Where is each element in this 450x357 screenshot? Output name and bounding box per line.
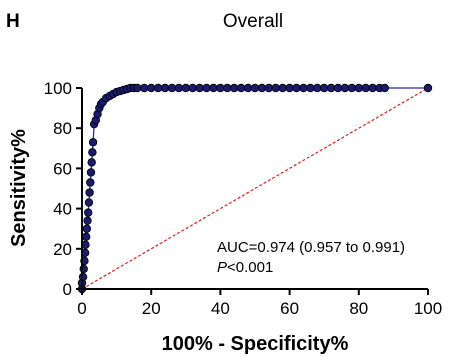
chart-title: Overall <box>223 11 283 32</box>
roc-point <box>89 138 97 146</box>
roc-point <box>258 84 266 92</box>
roc-point <box>237 84 245 92</box>
roc-point <box>189 84 197 92</box>
roc-point <box>88 159 96 167</box>
roc-point <box>196 84 204 92</box>
roc-point <box>300 84 308 92</box>
roc-point <box>217 84 225 92</box>
roc-point <box>272 84 280 92</box>
roc-point <box>293 84 301 92</box>
roc-point <box>89 149 97 157</box>
roc-point <box>140 84 148 92</box>
y-ticks: 0 20 40 60 80 100 <box>44 79 82 299</box>
roc-point <box>279 84 287 92</box>
y-tick-label: 100 <box>44 79 72 98</box>
roc-point <box>210 84 218 92</box>
x-tick-label: 60 <box>280 299 299 318</box>
roc-point <box>244 84 252 92</box>
auc-annotation: AUC=0.974 (0.957 to 0.991) <box>217 239 405 256</box>
y-tick-label: 0 <box>63 280 72 299</box>
x-tick-label: 0 <box>77 299 86 318</box>
p-value-symbol: P <box>217 259 227 276</box>
roc-point <box>79 273 87 281</box>
x-axis-label: 100% - Specificity% <box>162 333 349 355</box>
y-tick-label: 20 <box>53 240 72 259</box>
x-ticks: 0 20 40 60 80 100 <box>77 289 442 318</box>
roc-point <box>230 84 238 92</box>
roc-point <box>362 84 370 92</box>
roc-point <box>348 84 356 92</box>
roc-point <box>84 209 92 217</box>
roc-point <box>175 84 183 92</box>
roc-point <box>86 189 94 197</box>
roc-point <box>224 84 232 92</box>
roc-point <box>286 84 294 92</box>
roc-point <box>168 84 176 92</box>
roc-point <box>87 169 95 177</box>
roc-point <box>265 84 273 92</box>
x-tick-label: 100 <box>414 299 442 318</box>
roc-point <box>182 84 190 92</box>
y-tick-label: 40 <box>53 200 72 219</box>
p-value-annotation: P<0.001 <box>217 259 273 276</box>
roc-point <box>381 84 389 92</box>
roc-point <box>307 84 315 92</box>
roc-point <box>84 217 92 225</box>
roc-point <box>203 84 211 92</box>
roc-point <box>251 84 259 92</box>
roc-point <box>83 225 91 233</box>
x-tick-label: 80 <box>349 299 368 318</box>
roc-point <box>82 233 90 241</box>
roc-point <box>313 84 321 92</box>
x-tick-label: 40 <box>211 299 230 318</box>
x-tick-label: 20 <box>142 299 161 318</box>
roc-point <box>161 84 169 92</box>
y-tick-label: 60 <box>53 159 72 178</box>
roc-point <box>327 84 335 92</box>
roc-point <box>369 84 377 92</box>
roc-point <box>154 84 162 92</box>
roc-point <box>134 84 142 92</box>
roc-point <box>341 84 349 92</box>
roc-point <box>334 84 342 92</box>
roc-point <box>87 179 95 187</box>
roc-point <box>320 84 328 92</box>
roc-point <box>147 84 155 92</box>
roc-point <box>85 199 93 207</box>
roc-point <box>355 84 363 92</box>
panel-label: H <box>6 11 20 32</box>
y-tick-label: 80 <box>53 119 72 138</box>
roc-point <box>424 84 432 92</box>
p-value-text: <0.001 <box>227 259 273 276</box>
y-axis-label: Sensitivity% <box>8 129 30 247</box>
